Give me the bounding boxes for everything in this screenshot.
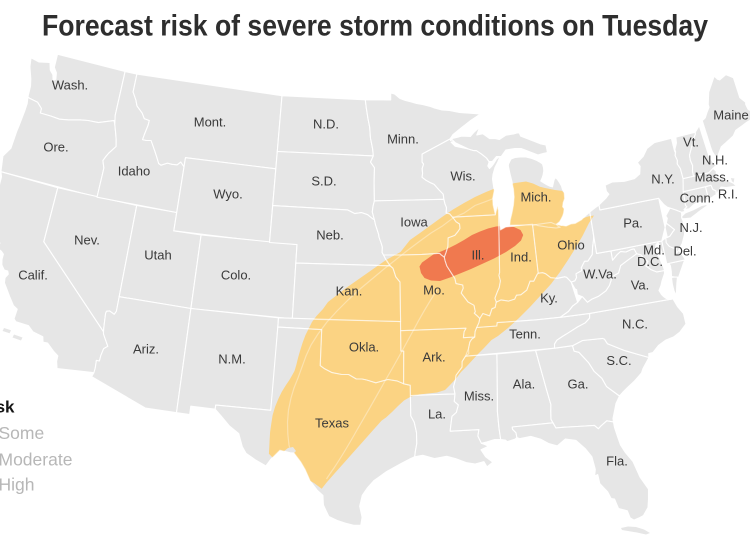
svg-text:Ind.: Ind. [510,250,532,265]
svg-text:Some: Some [0,423,44,443]
svg-text:Texas: Texas [315,416,349,431]
svg-text:Mich.: Mich. [520,190,551,205]
svg-text:Iowa: Iowa [400,215,428,230]
svg-text:High: High [0,475,35,495]
svg-text:Moderate: Moderate [0,450,72,470]
svg-text:Ga.: Ga. [568,377,589,392]
svg-text:La.: La. [428,407,446,422]
svg-text:N.Y.: N.Y. [651,172,675,187]
svg-text:Ky.: Ky. [540,291,558,306]
svg-text:N.H.: N.H. [702,153,728,168]
svg-text:Wash.: Wash. [52,78,88,93]
svg-text:Neb.: Neb. [316,228,343,243]
svg-text:Tenn.: Tenn. [509,327,541,342]
svg-text:Ariz.: Ariz. [133,342,159,357]
svg-text:W.Va.: W.Va. [583,267,617,282]
svg-text:Wis.: Wis. [450,169,475,184]
svg-text:N.C.: N.C. [622,317,648,332]
svg-text:Md.: Md. [643,243,665,258]
svg-text:N.M.: N.M. [218,352,245,367]
svg-text:Kan.: Kan. [336,284,363,299]
svg-text:Mont.: Mont. [194,115,227,130]
svg-text:Fla.: Fla. [606,454,628,469]
svg-text:Mo.: Mo. [423,283,445,298]
svg-text:N.D.: N.D. [313,117,339,132]
svg-text:D.C.: D.C. [637,254,663,269]
svg-text:Calif.: Calif. [18,268,48,283]
svg-text:Va.: Va. [631,278,650,293]
svg-text:Vt.: Vt. [683,135,699,150]
svg-text:Idaho: Idaho [118,164,151,179]
svg-text:Wyo.: Wyo. [213,187,243,202]
svg-text:Del.: Del. [673,244,696,259]
svg-text:Utah: Utah [144,248,171,263]
svg-text:R.I.: R.I. [718,187,738,202]
svg-text:Maine: Maine [713,108,748,123]
svg-text:Nev.: Nev. [74,233,100,248]
svg-text:Miss.: Miss. [464,389,494,404]
svg-text:S.D.: S.D. [311,174,336,189]
svg-text:S.C.: S.C. [606,353,631,368]
svg-text:N.J.: N.J. [679,220,702,235]
svg-text:Okla.: Okla. [349,340,379,355]
svg-text:Forecast risk of severe storm: Forecast risk of severe storm conditions… [42,10,708,43]
svg-text:Ohio: Ohio [557,238,584,253]
svg-text:Colo.: Colo. [221,268,251,283]
svg-text:Minn.: Minn. [387,132,419,147]
svg-text:Risk: Risk [0,398,15,417]
svg-text:Ark.: Ark. [422,350,445,365]
svg-text:Ala.: Ala. [513,377,535,392]
svg-text:Ore.: Ore. [43,140,68,155]
svg-text:Pa.: Pa. [623,216,643,231]
svg-text:Conn.: Conn. [680,191,715,206]
svg-text:Ill.: Ill. [472,248,485,263]
svg-text:Mass.: Mass. [695,170,730,185]
